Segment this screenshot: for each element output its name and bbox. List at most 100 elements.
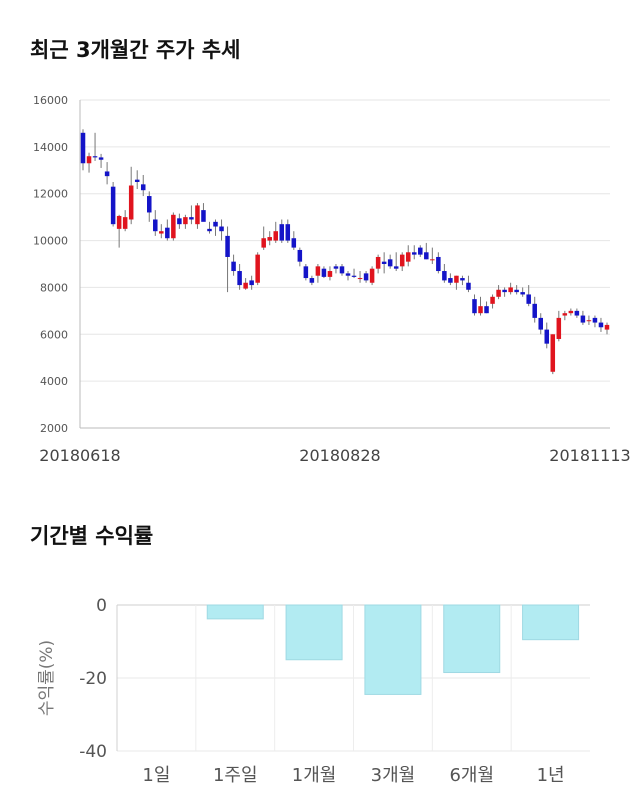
candle-body [496, 289, 501, 297]
candle-body [147, 196, 152, 213]
candle-body [243, 282, 248, 289]
candle-body [321, 268, 327, 277]
x-tick-label: 20180618 [39, 446, 120, 465]
candle-body [309, 278, 315, 283]
bar-4 [364, 604, 422, 695]
candle-body [514, 289, 519, 293]
y-tick-label: 10000 [33, 235, 68, 248]
candle-body [231, 261, 236, 272]
x-tick-label: 3개월 [371, 765, 416, 786]
candle-body [219, 226, 224, 232]
candle-body [339, 266, 345, 274]
x-tick-label: 1년 [537, 765, 565, 786]
candle-body [532, 303, 537, 318]
bar-3 [285, 604, 343, 661]
candle-body [484, 306, 489, 314]
y-tick-label: 8000 [40, 281, 68, 294]
candle-body [604, 324, 610, 330]
x-tick-label: 1개월 [292, 765, 337, 786]
candle-body [418, 247, 423, 255]
candle-body [183, 217, 188, 225]
candle-body [333, 266, 339, 269]
candle-body [393, 266, 399, 269]
candle-body [345, 273, 351, 276]
candle-body [177, 218, 182, 225]
candle-body [207, 228, 212, 232]
candle-body [490, 296, 495, 304]
candle-body [195, 205, 200, 225]
candle-body [171, 214, 176, 239]
candle-body [580, 315, 586, 323]
candle-body [273, 231, 278, 241]
candle-body [134, 179, 140, 182]
candle-body [592, 317, 598, 323]
candle-body [261, 238, 266, 248]
x-tick-label: 1주일 [213, 765, 258, 786]
y-tick-label: 2000 [40, 422, 68, 435]
candle-body [478, 306, 483, 314]
y-tick-label: 16000 [33, 94, 68, 107]
y-tick-label: 0 [96, 596, 107, 616]
candle-body [369, 268, 375, 283]
candle-body [574, 310, 580, 316]
candle-body [466, 282, 471, 290]
y-tick-label: 12000 [33, 188, 68, 201]
candle-body [237, 271, 242, 286]
x-tick-label: 20181113 [549, 446, 630, 465]
candle-body [140, 184, 146, 191]
candle-body [430, 259, 435, 261]
candle-body [291, 238, 297, 248]
candle-body [412, 252, 417, 255]
candle-body [98, 157, 104, 160]
candle-body [381, 261, 387, 264]
candle-body [375, 256, 381, 269]
candle-body [104, 171, 110, 177]
candle-body [357, 278, 363, 280]
candle-body [213, 221, 218, 227]
y-tick-label: 6000 [40, 328, 68, 341]
candle-body [297, 249, 303, 262]
price-chart-title: 최근 3개월간 주가 추세 [30, 38, 241, 62]
candle-body [436, 256, 441, 272]
candle-body [556, 317, 562, 339]
candle-body [448, 278, 453, 283]
candle-body [86, 156, 92, 164]
candle-body [598, 322, 604, 328]
y-axis-label: 수익률(%) [37, 640, 57, 716]
bar-2 [206, 604, 264, 620]
candle-body [201, 210, 206, 222]
candlestick-chart: 16000 14000 12000 10000 8000 6000 4000 2000 2018… [33, 94, 631, 465]
candle-body [460, 278, 465, 281]
x-tick-label: 1일 [142, 765, 170, 786]
bar-6 [522, 604, 580, 641]
y-tick-label: 14000 [33, 141, 68, 154]
candle-body [159, 231, 164, 234]
candle-body [351, 275, 357, 277]
return-chart-title: 기간별 수익률 [30, 524, 154, 548]
bar-5 [443, 604, 501, 674]
candle-body [508, 287, 513, 293]
candle-body [153, 219, 158, 232]
candle-body [424, 252, 429, 260]
candle-body [110, 186, 116, 225]
candle-body [80, 132, 86, 164]
candle-body [249, 280, 254, 286]
candle-body [128, 185, 134, 220]
y-tick-label: -20 [79, 669, 107, 689]
x-tick-label: 20180828 [299, 446, 380, 465]
candle-body [454, 275, 459, 283]
y-tick-label: 4000 [40, 375, 68, 388]
candle-body [165, 227, 170, 239]
candle-body [285, 224, 291, 241]
candle-body [255, 254, 260, 283]
candle-body [550, 334, 556, 372]
candle-body [267, 237, 272, 241]
candle-body [225, 235, 230, 257]
candle-body [405, 252, 411, 262]
candle-body [327, 271, 333, 277]
candle-body [279, 224, 285, 241]
candle-body [92, 156, 98, 158]
y-tick-label: -40 [79, 742, 107, 762]
candle-body [442, 271, 447, 281]
